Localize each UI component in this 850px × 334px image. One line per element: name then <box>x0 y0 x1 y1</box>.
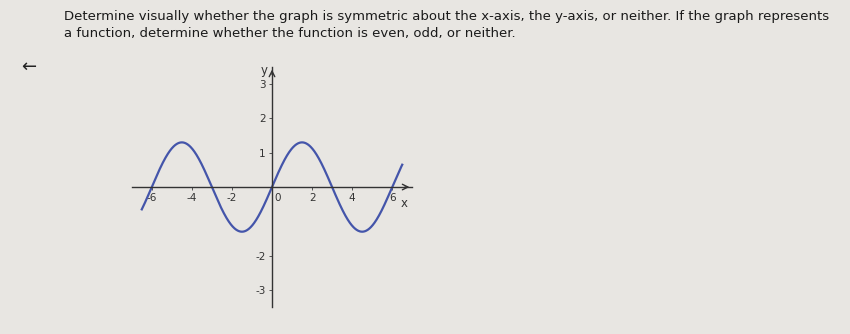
Text: x: x <box>400 197 408 210</box>
Text: ←: ← <box>21 58 37 76</box>
Text: Determine visually whether the graph is symmetric about the x-axis, the y-axis, : Determine visually whether the graph is … <box>64 10 829 40</box>
Text: y: y <box>261 64 268 77</box>
Text: 0: 0 <box>275 193 280 203</box>
